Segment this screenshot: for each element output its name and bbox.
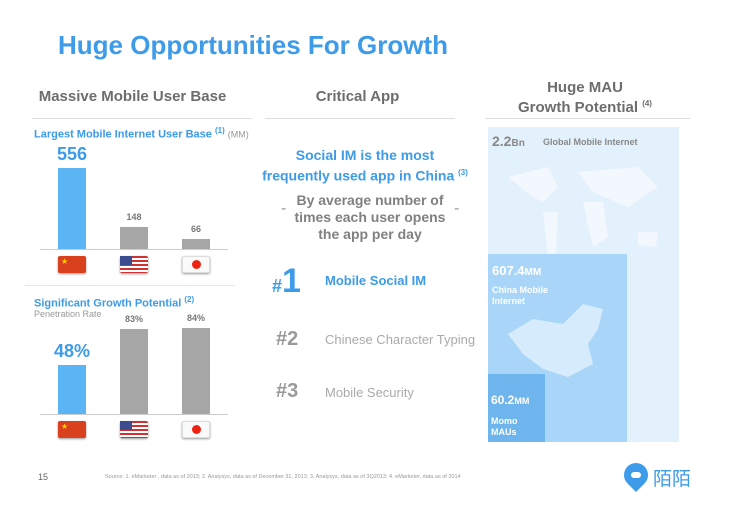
momo-label: Momo MAUs (491, 416, 518, 438)
footnote-ref: (4) (642, 99, 652, 108)
label-line: MAUs (491, 427, 517, 437)
rank-2: #2 (276, 328, 298, 351)
page-title: Huge Opportunities For Growth (58, 30, 448, 60)
metric-description: By average number of times each user open… (275, 192, 465, 243)
metric-line: times each user opens (294, 209, 446, 225)
divider (25, 285, 235, 286)
china-stat: 607.4MM (492, 262, 541, 280)
page-number: 15 (38, 472, 49, 482)
bar-value-label: 48% (53, 341, 91, 362)
japan-flag-icon (182, 421, 210, 438)
headline-line: Social IM is the most (295, 147, 435, 163)
rank-hash: # (276, 380, 288, 402)
divider (485, 118, 690, 119)
metric-line: By average number of (296, 192, 444, 208)
divider (32, 118, 252, 119)
unit-label: (MM) (227, 129, 249, 140)
chart1-title: Largest Mobile Internet User Base (1) (M… (34, 126, 249, 141)
rank-3: #3 (276, 380, 298, 403)
bar-japan (182, 328, 210, 414)
stat-unit: Bn (511, 138, 525, 149)
source-note: Source: 1. eMarketer , data as of 2013; … (105, 474, 461, 480)
column-heading-critical-app: Critical App (315, 88, 400, 105)
chart-title-text: Significant Growth Potential (34, 297, 182, 310)
logo-face (631, 472, 641, 478)
rank-2-label: Chinese Character Typing (325, 332, 476, 347)
momo-mau-box: 60.2MM Momo MAUs (488, 374, 545, 442)
chart1-baseline (40, 249, 228, 250)
bar-value-label: 84% (186, 313, 205, 324)
us-flag-icon (120, 256, 148, 273)
bar-value-label: 66 (190, 224, 201, 235)
headline-line: frequently used app in China (262, 167, 455, 184)
label-line: Momo (491, 416, 518, 426)
bar-value-label: 83% (124, 314, 143, 325)
footnote-ref: (2) (184, 295, 195, 304)
global-label: Global Mobile Internet (543, 137, 638, 147)
stat-unit: MM (514, 396, 530, 406)
divider (265, 118, 455, 119)
bar-value-label: 556 (56, 144, 88, 164)
stat-value: 60.2 (491, 393, 515, 407)
stat-unit: MM (524, 267, 542, 278)
footnote-ref: (1) (214, 126, 225, 135)
rank-1-label: Mobile Social IM (325, 273, 427, 288)
momo-logo-text: 陌陌 (653, 469, 692, 490)
global-stat: 2.2Bn (492, 133, 525, 151)
heading-line: Growth Potential (518, 99, 639, 116)
bar-china (58, 365, 86, 414)
stat-value: 2.2 (492, 133, 512, 149)
chart-title-text: Largest Mobile Internet User Base (34, 128, 212, 141)
heading-line: Huge MAU (547, 79, 623, 96)
us-flag-icon (120, 421, 148, 438)
china-flag-icon (58, 256, 86, 273)
metric-line: the app per day (318, 226, 422, 242)
rank-number: 2 (287, 328, 299, 350)
headline: Social IM is the most frequently used app… (250, 147, 480, 185)
chart2-baseline (40, 414, 228, 415)
dash-right: - (454, 200, 460, 217)
bar-us (120, 329, 148, 414)
footnote-ref: (3) (458, 168, 468, 177)
stat-value: 607.4 (492, 263, 525, 278)
bar-us (120, 227, 148, 249)
rank-hash: # (276, 328, 288, 350)
column-heading-mau: Huge MAU Growth Potential (4) (485, 80, 685, 116)
china-flag-icon (58, 421, 86, 438)
rank-hash: # (272, 276, 283, 296)
dash-left: - (281, 200, 287, 217)
label-line: Internet (492, 296, 526, 306)
japan-flag-icon (182, 256, 210, 273)
chart2-ylabel: Penetration Rate (34, 309, 102, 319)
rank-number: 1 (282, 262, 301, 300)
bar-value-label: 148 (126, 212, 142, 223)
bar-china (58, 168, 86, 249)
column-heading-user-base: Massive Mobile User Base (38, 88, 227, 105)
chart2-title: Significant Growth Potential (2) (34, 295, 194, 310)
world-map-icon (508, 167, 658, 257)
rank-1: #1 (272, 262, 301, 301)
bar-japan (182, 239, 210, 249)
momo-stat: 60.2MM (491, 391, 529, 409)
rank-number: 3 (287, 380, 299, 402)
china-map-icon (508, 304, 603, 377)
china-label: China Mobile Internet (492, 285, 548, 307)
rank-3-label: Mobile Security (325, 385, 414, 400)
label-line: China Mobile (492, 285, 548, 295)
